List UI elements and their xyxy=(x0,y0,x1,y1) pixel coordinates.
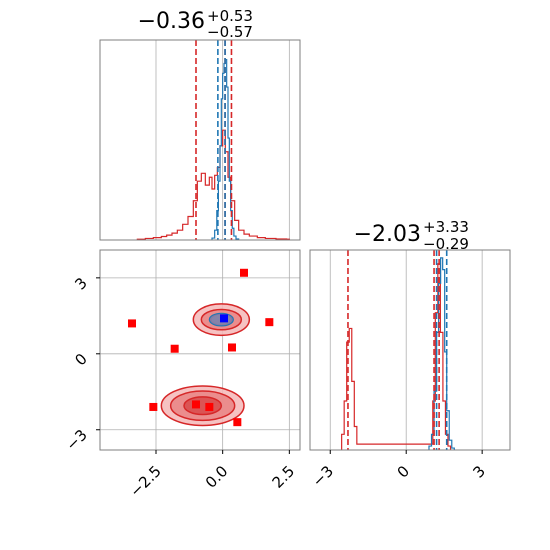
scatter-red-marker-1 xyxy=(128,319,136,328)
top-hist-panel: −0.36 +0.53 −0.57 xyxy=(99,7,301,241)
scatter-red-marker-6 xyxy=(192,400,200,409)
scatter-frame xyxy=(99,249,301,451)
right-hist-x-ticks: −3 0 3 xyxy=(309,450,489,490)
scatter-contour-0-level-2 xyxy=(183,396,223,416)
right-hist-title-lower: −0.29 xyxy=(423,235,469,253)
top-hist-red-hist xyxy=(136,129,290,240)
top-hist-title-upper: +0.53 xyxy=(207,7,253,25)
scatter-points xyxy=(128,268,274,427)
scatter-panel: −2.5 0.0 2.5 −3 0 3 xyxy=(62,249,301,501)
scatter-red-marker-8 xyxy=(233,418,242,427)
scatter-red-marker-4 xyxy=(228,343,236,352)
scatter-red-marker-5 xyxy=(149,402,158,411)
right-hist-frame-bg xyxy=(310,250,510,450)
top-hist-frame-bg xyxy=(100,40,300,240)
right-hist-xtick-label-2: 3 xyxy=(470,462,489,481)
scatter-x-ticks: −2.5 0.0 2.5 xyxy=(126,450,298,501)
top-hist-title-value: −0.36 xyxy=(138,9,205,34)
right-hist-title-upper: +3.33 xyxy=(423,218,469,236)
right-hist-grid xyxy=(329,250,483,450)
top-hist-quantile-lines xyxy=(195,40,233,240)
right-hist-xtick-label-1: 0 xyxy=(394,462,413,481)
scatter-ytick-label-2: 3 xyxy=(71,274,90,293)
scatter-xtick-label-0: −2.5 xyxy=(126,462,164,500)
scatter-red-marker-0 xyxy=(240,268,248,277)
scatter-red-marker-3 xyxy=(170,344,179,353)
right-hist-frame xyxy=(309,249,511,451)
right-hist-quantile-lines xyxy=(347,250,448,450)
scatter-xtick-label-2: 2.5 xyxy=(269,462,299,492)
scatter-red-marker-2 xyxy=(265,318,274,327)
scatter-y-ticks: −3 0 3 xyxy=(62,274,100,454)
top-hist-title-lower: −0.57 xyxy=(207,23,253,41)
right-hist-red-hist xyxy=(341,263,452,450)
top-hist-frame xyxy=(99,39,301,241)
scatter-xtick-label-1: 0.0 xyxy=(202,462,232,492)
right-hist-title-value: −2.03 xyxy=(354,222,421,247)
right-hist-panel: −3 0 3 −2.03 +3.33 −0.29 xyxy=(309,218,511,490)
scatter-ytick-label-0: −3 xyxy=(62,426,90,454)
right-hist-xtick-label-0: −3 xyxy=(309,462,337,490)
scatter-ytick-label-1: 0 xyxy=(71,350,90,369)
scatter-blue-marker-0 xyxy=(220,314,228,323)
scatter-red-marker-7 xyxy=(205,402,214,411)
